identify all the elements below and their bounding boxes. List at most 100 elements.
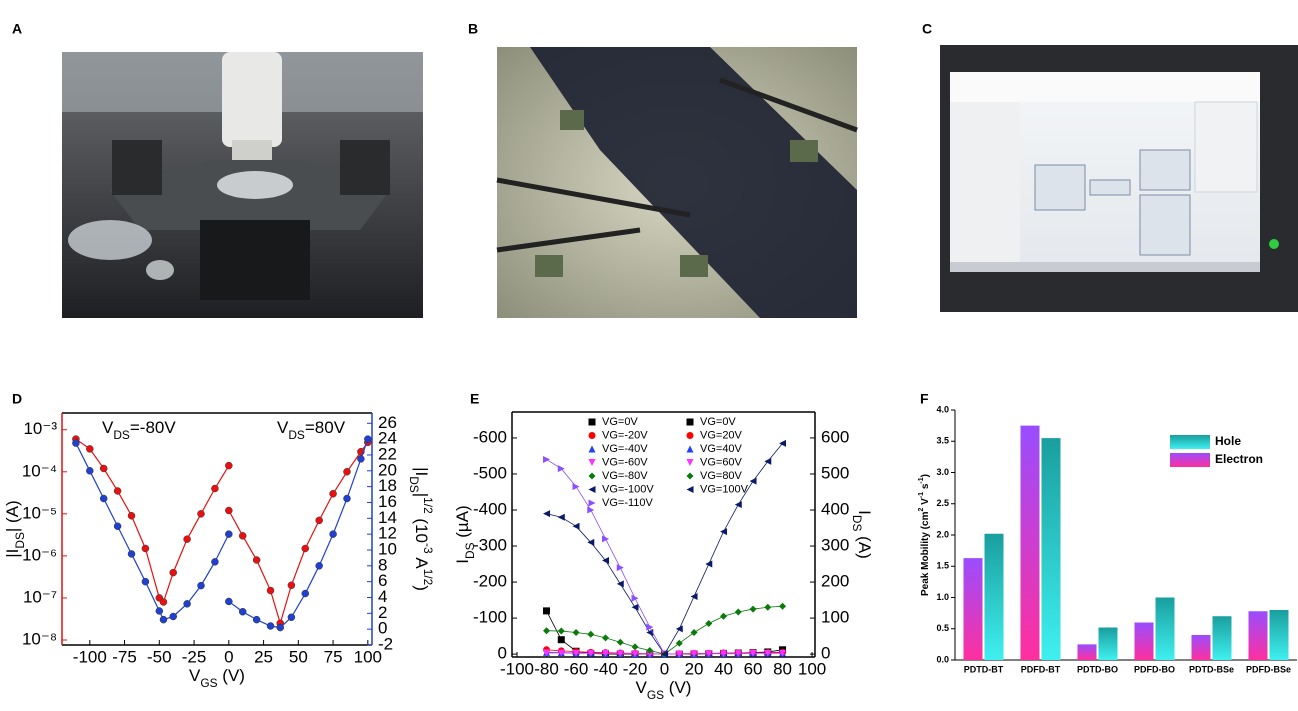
legend-marker xyxy=(588,432,596,439)
label-part: | (A) xyxy=(3,500,22,532)
label-part: GS xyxy=(647,688,664,702)
label-part: (A) xyxy=(855,531,874,558)
label-part: 1/2 xyxy=(421,497,435,514)
data-point xyxy=(779,439,787,447)
y-tick-label: 2.5 xyxy=(936,498,949,508)
data-point xyxy=(543,510,551,518)
bar xyxy=(1041,438,1061,660)
data-point xyxy=(675,650,683,658)
data-point xyxy=(99,464,108,473)
data-point xyxy=(749,605,757,613)
x-axis-label: VGS (V) xyxy=(636,678,692,702)
x-tick-label: PDFD-BT xyxy=(1021,664,1061,674)
y-tick-label: -300 xyxy=(473,536,507,555)
data-point xyxy=(266,586,275,595)
data-point xyxy=(557,465,565,473)
label-part: -3 xyxy=(421,543,435,554)
data-point xyxy=(183,535,191,543)
data-point xyxy=(646,650,654,658)
data-point xyxy=(616,580,624,588)
data-point xyxy=(364,435,372,443)
series-line xyxy=(75,442,230,621)
label-part: A xyxy=(412,554,431,570)
series-line xyxy=(228,438,369,629)
legend-marker xyxy=(686,418,694,426)
x-tick-label: 100 xyxy=(354,647,382,666)
label-part: (µA) xyxy=(453,505,472,542)
data-point xyxy=(557,649,565,657)
bar xyxy=(1077,644,1097,660)
data-point xyxy=(720,650,728,658)
data-point xyxy=(779,602,787,610)
x-tick-label: -80 xyxy=(534,659,559,678)
data-point xyxy=(127,512,136,520)
y-tick-label: 10⁻⁷ xyxy=(23,587,57,606)
data-point xyxy=(587,538,595,546)
label-part: =80V xyxy=(305,418,346,437)
data-point xyxy=(720,612,728,620)
data-point xyxy=(127,550,136,558)
label-part: DS xyxy=(13,532,27,549)
data-point xyxy=(749,649,757,657)
data-point xyxy=(572,483,580,491)
y2-tick-label: 12 xyxy=(378,524,397,543)
x-tick-label: -40 xyxy=(593,659,618,678)
x-axis-label: VGS (V) xyxy=(189,666,245,690)
x-tick-label: -20 xyxy=(623,659,648,678)
data-point xyxy=(690,592,698,600)
data-point xyxy=(301,589,310,598)
data-point xyxy=(543,649,551,657)
data-point xyxy=(602,649,610,657)
x-tick-label: PDTD-BO xyxy=(1077,664,1118,674)
data-point xyxy=(343,494,351,503)
data-point xyxy=(225,530,233,538)
data-point xyxy=(329,490,337,498)
label-part: (V) xyxy=(664,678,691,697)
data-point xyxy=(616,564,624,572)
y2-tick-label: 10 xyxy=(378,539,397,558)
data-point xyxy=(86,467,94,475)
data-point xyxy=(602,556,610,564)
bar xyxy=(1020,425,1040,660)
x-tick-label: 0 xyxy=(224,647,233,666)
legend-marker xyxy=(686,459,694,466)
label-part: DS xyxy=(113,428,130,442)
y2-tick-label: 0 xyxy=(821,644,830,663)
panel-label: D xyxy=(12,391,22,407)
y2-tick-label: 24 xyxy=(378,429,397,448)
data-point xyxy=(646,623,654,631)
legend-swatch xyxy=(1170,453,1210,467)
x-tick-label: 80 xyxy=(773,659,792,678)
data-point xyxy=(543,627,551,635)
label-part: 1/2 xyxy=(421,569,435,586)
label-part: | xyxy=(412,493,431,497)
data-point xyxy=(557,513,565,521)
bar xyxy=(984,533,1004,660)
data-point xyxy=(169,568,177,577)
label-part: GS xyxy=(200,676,217,690)
legend-label: Electron xyxy=(1215,452,1263,466)
x-tick-label: PDFD-BSe xyxy=(1246,664,1291,674)
data-point xyxy=(357,455,365,463)
y-tick-label: 10⁻⁴ xyxy=(22,461,57,480)
y2-axis-label: IDS (A) xyxy=(850,510,874,559)
y-tick-label: 1.0 xyxy=(936,592,949,602)
legend-label: VG=100V xyxy=(700,483,749,495)
legend-label: VG=-40V xyxy=(602,443,648,455)
legend-marker xyxy=(686,486,694,493)
panel-label: F xyxy=(920,391,929,407)
data-point xyxy=(764,603,772,611)
label-part: I xyxy=(855,510,874,515)
data-point xyxy=(141,577,150,586)
y-tick-label: 3.5 xyxy=(936,436,949,446)
label-part: DS xyxy=(407,476,421,493)
x-tick-label: 40 xyxy=(714,659,733,678)
data-point xyxy=(99,494,108,503)
data-point xyxy=(543,456,551,464)
x-tick-label: -50 xyxy=(147,647,172,666)
legend-label: VG=-110V xyxy=(602,497,654,509)
legend-label: VG=-20V xyxy=(602,429,648,441)
y2-tick-label: 16 xyxy=(378,492,397,511)
data-point xyxy=(764,457,772,465)
y-tick-label: 10⁻⁶ xyxy=(22,545,57,564)
